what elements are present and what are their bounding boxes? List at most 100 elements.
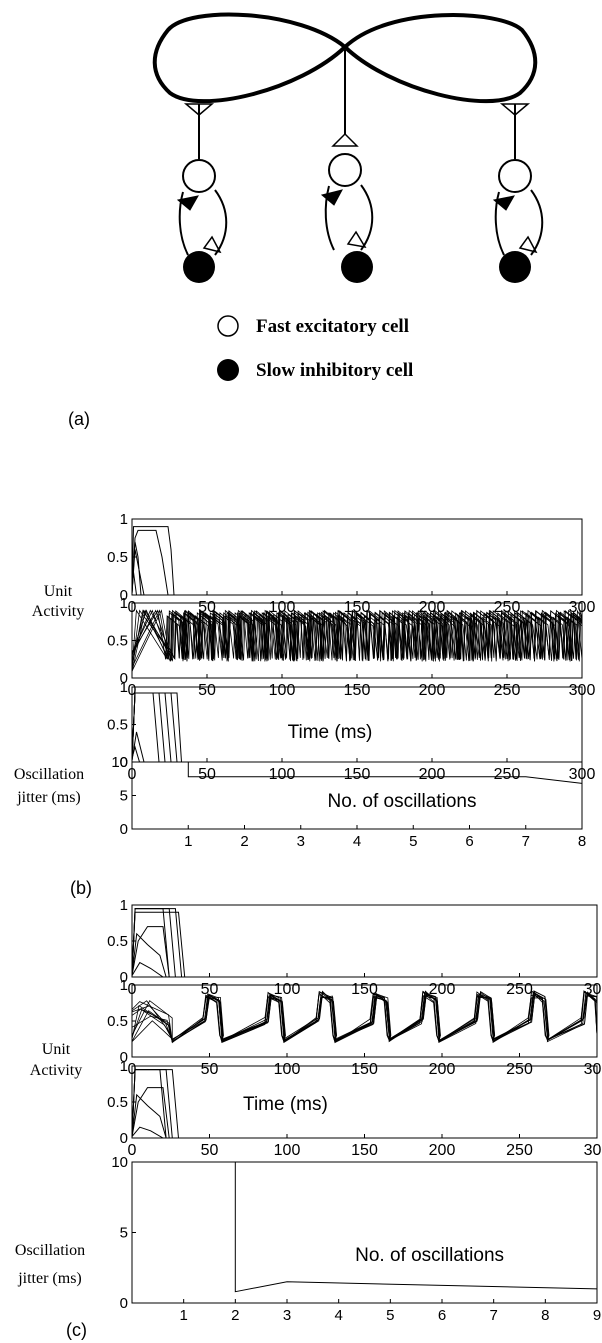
jitter-label-c-2: jitter (ms) [17, 1270, 82, 1287]
x-tick-label: 200 [429, 1061, 456, 1078]
y-tick-label: 1 [120, 595, 128, 612]
series-line [131, 541, 222, 596]
legend-fast-label: Fast excitatory cell [256, 316, 409, 337]
series-line [131, 991, 598, 1043]
global-inhibitor-loop [152, 12, 538, 104]
x-tick-label: 7 [489, 1307, 497, 1324]
y-tick-label: 0.5 [107, 1094, 128, 1111]
series-line [131, 990, 598, 1044]
plot-frame [131, 904, 598, 978]
x-tick-label: 50 [201, 1061, 219, 1078]
y-tick-label: 0 [120, 1295, 128, 1312]
open-circle-icon [217, 315, 239, 337]
x-tick-label: 3 [297, 833, 305, 850]
axis-label: Time (ms) [288, 722, 373, 743]
series-line [131, 609, 583, 673]
y-tick-label: 5 [120, 788, 128, 805]
axis-label: No. of oscillations [328, 791, 477, 812]
y-tick-label: 0.5 [107, 1013, 128, 1030]
series-line [131, 990, 598, 1043]
x-tick-label: 200 [419, 682, 446, 699]
y-tick-label: 0 [120, 754, 128, 771]
x-tick-label: 5 [386, 1307, 394, 1324]
unit-activity-label-b: Unit [44, 583, 73, 600]
x-tick-label: 100 [274, 1061, 301, 1078]
unit-activity-label-c-2: Activity [30, 1062, 82, 1079]
x-tick-label: 150 [351, 1061, 378, 1078]
y-tick-label: 0 [120, 821, 128, 838]
y-tick-label: 1 [120, 511, 128, 528]
x-tick-label: 4 [334, 1307, 342, 1324]
y-tick-label: 1 [120, 1058, 128, 1075]
series-line [131, 961, 225, 978]
series-line [131, 692, 222, 763]
series-line [131, 692, 222, 763]
chart-c-4: 1 2 3 4 5 6 7 8 9 0 5 10 No. of oscillations [111, 1154, 601, 1324]
series-line [131, 1093, 225, 1139]
x-tick-label: 50 [201, 1142, 219, 1159]
series-line [131, 990, 598, 1043]
oscillator-2 [320, 50, 374, 283]
x-tick-label: 7 [522, 833, 530, 850]
y-tick-label: 5 [120, 1225, 128, 1242]
panel-label-a: (a) [68, 409, 90, 429]
y-tick-label: 0.5 [107, 549, 128, 566]
series-line [131, 990, 598, 1044]
panel-label-b: (b) [70, 878, 92, 898]
side-labels: Unit Activity Oscillation jitter (ms) Un… [14, 583, 85, 1287]
x-tick-label: 1 [184, 833, 192, 850]
x-tick-label: 9 [593, 1307, 601, 1324]
x-tick-label: 5 [409, 833, 417, 850]
y-tick-label: 0 [120, 587, 128, 604]
x-tick-label: 200 [419, 766, 446, 783]
x-tick-label: 50 [198, 766, 216, 783]
series-line [131, 692, 222, 763]
legend-slow-label: Slow inhibitory cell [256, 360, 413, 381]
y-tick-label: 10 [111, 1154, 128, 1171]
x-tick-label: 250 [506, 981, 533, 998]
y-tick-label: 1 [120, 679, 128, 696]
x-tick-label: 300 [584, 1061, 602, 1078]
axis-label: No. of oscillations [355, 1245, 504, 1266]
series-line [131, 992, 598, 1043]
x-tick-label: 250 [506, 1061, 533, 1078]
x-tick-label: 100 [274, 981, 301, 998]
x-tick-label: 8 [541, 1307, 549, 1324]
y-tick-label: 0 [120, 1049, 128, 1066]
panel-label-c: (c) [66, 1320, 87, 1340]
series-line [131, 526, 582, 596]
series-line [131, 549, 222, 596]
x-tick-label: 2 [240, 833, 248, 850]
y-tick-label: 0.5 [107, 633, 128, 650]
network-diagram [152, 12, 544, 283]
series-line [131, 1087, 225, 1139]
series-line [131, 1126, 225, 1139]
unit-activity-label-c: Unit [42, 1041, 71, 1058]
x-tick-label: 4 [353, 833, 361, 850]
y-tick-label: 1 [120, 977, 128, 994]
y-tick-label: 0 [120, 670, 128, 687]
axis-label: Time (ms) [243, 1094, 328, 1115]
series-line [131, 609, 583, 668]
series-line [131, 991, 598, 1044]
series-line [131, 529, 222, 596]
x-tick-label: 150 [351, 1142, 378, 1159]
x-tick-label: 100 [274, 1142, 301, 1159]
plot-frame [131, 1161, 598, 1304]
series-line [131, 572, 222, 596]
x-tick-label: 250 [494, 766, 521, 783]
oscillator-1 [176, 103, 228, 283]
x-tick-label: 250 [494, 682, 521, 699]
chart-c-3: 0 50 100 150 200 250 300 0 0.5 1 Time (ms) [107, 1058, 602, 1159]
y-tick-label: 1 [120, 897, 128, 914]
oscillator-3 [492, 103, 544, 283]
series-line [234, 1162, 598, 1293]
x-tick-label: 6 [438, 1307, 446, 1324]
series-line [131, 692, 222, 763]
x-tick-label: 150 [344, 766, 371, 783]
